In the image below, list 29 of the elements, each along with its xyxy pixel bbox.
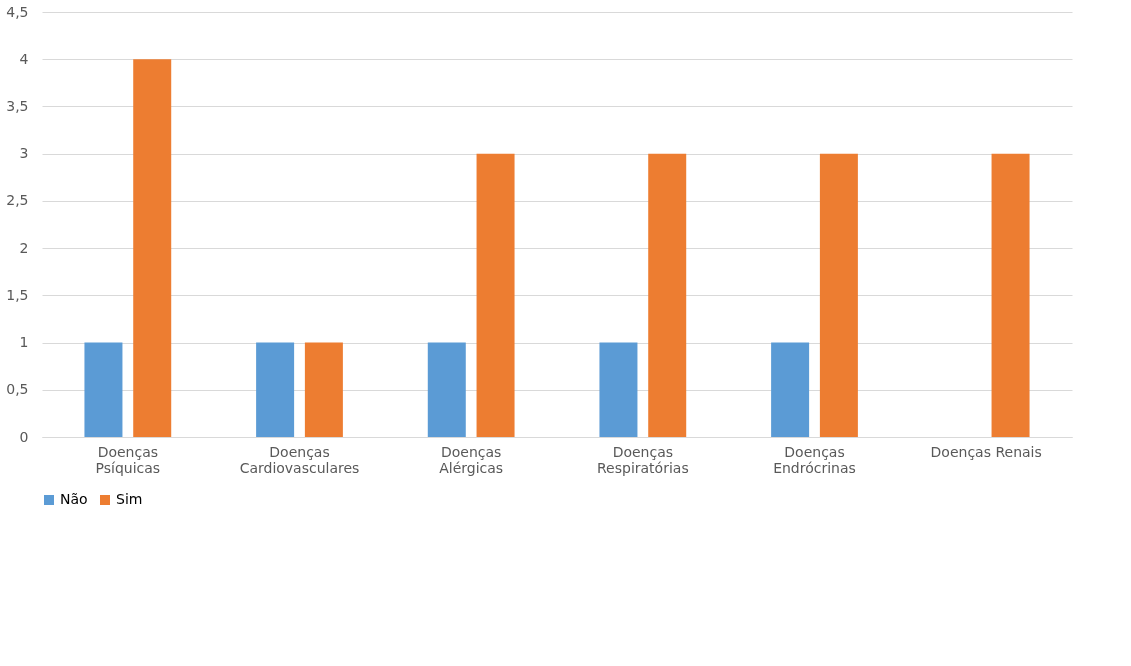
bar <box>256 342 295 437</box>
y-tick-label: 3,5 <box>6 97 29 114</box>
y-tick-label: 4 <box>19 50 29 67</box>
y-tick-label: 0,5 <box>6 381 29 398</box>
y-tick-label: 1,5 <box>6 286 29 303</box>
bar <box>427 342 466 437</box>
y-tick-label: 1 <box>19 334 29 351</box>
bar <box>304 342 343 437</box>
y-tick-label: 0 <box>19 428 29 445</box>
legend-label: Não <box>60 491 88 507</box>
bar <box>476 153 515 437</box>
x-tick-label: Doenças Renais <box>930 443 1042 460</box>
bar <box>599 342 638 437</box>
x-tick-label: Doenças Alérgicas <box>439 443 504 476</box>
x-tick-label: Doenças Cardiovasculares <box>239 443 360 476</box>
y-tick-label: 4,5 <box>6 3 29 20</box>
x-tick-label: Doenças Endrócrinas <box>773 443 856 476</box>
bar <box>84 342 123 437</box>
x-tick-label: Doenças Psíquicas <box>95 443 161 476</box>
y-tick-label: 2,5 <box>6 192 29 209</box>
y-tick-label: 3 <box>19 145 29 162</box>
bar <box>819 153 858 437</box>
bar <box>991 153 1030 437</box>
legend-label: Sim <box>116 491 143 507</box>
bar <box>771 342 810 437</box>
y-tick-label: 2 <box>19 239 29 256</box>
x-tick-label: Doenças Respiratórias <box>596 443 689 476</box>
bar <box>133 59 172 437</box>
bar <box>648 153 687 437</box>
